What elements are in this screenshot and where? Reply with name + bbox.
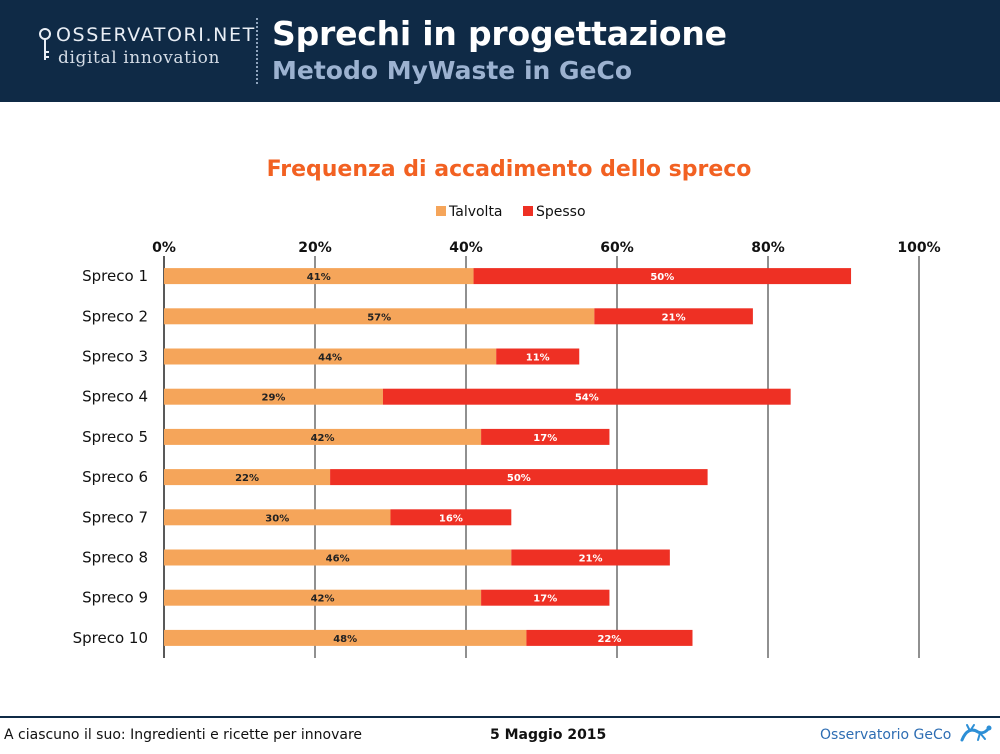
x-tick-label: 80% xyxy=(751,240,785,256)
bar-spesso xyxy=(330,469,708,486)
data-label: 42% xyxy=(311,594,335,605)
category-label: Spreco 5 xyxy=(82,428,148,446)
data-label: 46% xyxy=(326,554,350,565)
category-label: Spreco 9 xyxy=(82,589,148,607)
bar-spesso xyxy=(390,509,512,526)
bar-spesso xyxy=(594,308,753,325)
footer-caption: A ciascuno il suo: Ingredienti e ricette… xyxy=(4,727,363,743)
data-label: 30% xyxy=(265,513,289,524)
bar-talvolta xyxy=(164,629,527,646)
osservatori-logo: OSSERVATORI.NET digital innovation xyxy=(38,24,254,84)
bar-spesso xyxy=(382,388,791,405)
logo-tagline: digital innovation xyxy=(58,48,221,68)
data-label: 29% xyxy=(262,393,286,404)
data-label: 57% xyxy=(367,312,391,323)
page-title: Sprechi in progettazione xyxy=(272,14,727,53)
data-label: 21% xyxy=(579,554,603,565)
chart-title: Frequenza di accadimento dello spreco xyxy=(267,157,752,182)
bar-spesso xyxy=(473,268,852,285)
x-tick-label: 40% xyxy=(449,240,483,256)
bar-talvolta xyxy=(164,348,497,365)
data-label: 22% xyxy=(597,634,621,645)
x-tick-label: 60% xyxy=(600,240,634,256)
category-label: Spreco 2 xyxy=(82,307,148,325)
bar-talvolta xyxy=(164,268,474,285)
legend-swatch-talvolta xyxy=(436,206,446,216)
category-label: Spreco 8 xyxy=(82,549,148,567)
header-divider xyxy=(256,18,258,84)
bar-spesso xyxy=(496,348,580,365)
data-label: 50% xyxy=(650,272,674,283)
data-label: 44% xyxy=(318,353,342,364)
category-label: Spreco 7 xyxy=(82,508,148,526)
legend-label-talvolta: Talvolta xyxy=(448,204,503,220)
category-label: Spreco 10 xyxy=(73,629,148,647)
bar-talvolta xyxy=(164,308,595,325)
bar-talvolta xyxy=(164,549,512,566)
category-label: Spreco 6 xyxy=(82,468,148,486)
category-label: Spreco 4 xyxy=(82,388,148,406)
bar-talvolta xyxy=(164,589,482,606)
data-label: 11% xyxy=(526,353,550,364)
bar-spesso xyxy=(481,589,610,606)
data-label: 54% xyxy=(575,393,599,404)
footer-divider xyxy=(0,716,1000,718)
data-label: 42% xyxy=(311,433,335,444)
header-banner: OSSERVATORI.NET digital innovation Sprec… xyxy=(0,0,1000,102)
category-label: Spreco 1 xyxy=(82,267,148,285)
legend-label-spesso: Spesso xyxy=(536,204,586,220)
bar-spesso xyxy=(526,629,693,646)
data-label: 22% xyxy=(235,473,259,484)
footer-brand: Osservatorio GeCo xyxy=(820,727,952,743)
bar-spesso xyxy=(511,549,670,566)
category-label: Spreco 3 xyxy=(82,348,148,366)
stacked-bar-chart: Frequenza di accadimento dello spreco Tal… xyxy=(73,157,941,658)
page-subtitle: Metodo MyWaste in GeCo xyxy=(272,56,633,85)
x-tick-label: 0% xyxy=(152,240,176,256)
bar-talvolta xyxy=(164,388,383,405)
x-tick-label: 20% xyxy=(298,240,332,256)
bar-talvolta xyxy=(164,428,482,445)
gecko-icon xyxy=(960,724,992,742)
data-label: 41% xyxy=(307,272,331,283)
data-label: 16% xyxy=(439,513,463,524)
logo-wordmark: OSSERVATORI.NET xyxy=(56,24,256,46)
bar-spesso xyxy=(481,428,610,445)
data-label: 21% xyxy=(662,312,686,323)
legend-swatch-spesso xyxy=(523,206,533,216)
bar-talvolta xyxy=(164,469,331,486)
data-label: 50% xyxy=(507,473,531,484)
key-icon xyxy=(39,28,51,60)
data-label: 17% xyxy=(533,594,557,605)
data-label: 17% xyxy=(533,433,557,444)
footer-date: 5 Maggio 2015 xyxy=(490,727,607,743)
x-tick-label: 100% xyxy=(897,240,940,256)
data-label: 48% xyxy=(333,634,357,645)
bar-talvolta xyxy=(164,509,391,526)
